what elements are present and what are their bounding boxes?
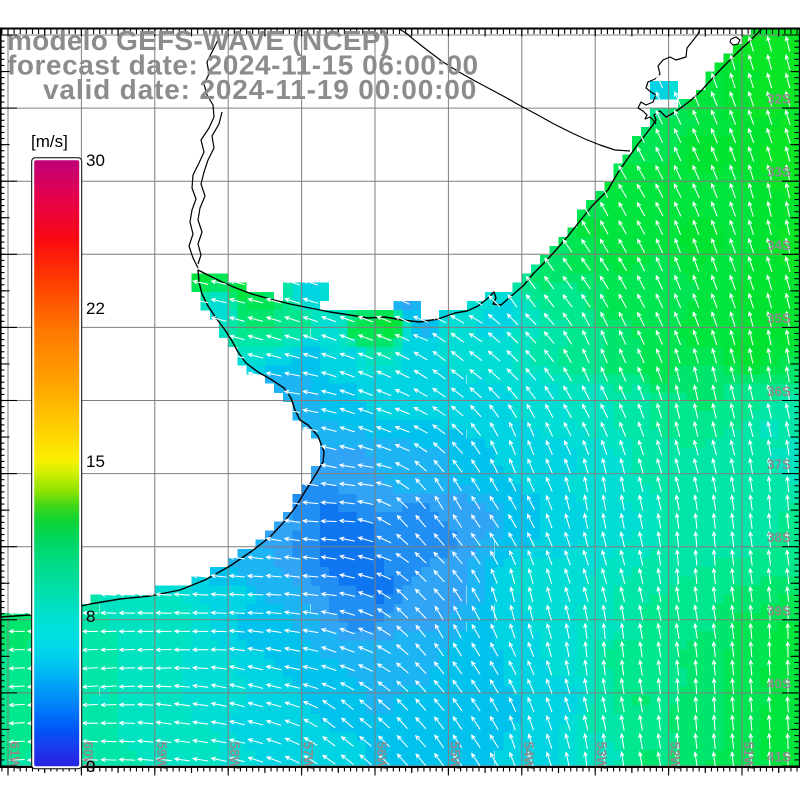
svg-text:61W: 61W bbox=[7, 742, 22, 770]
svg-text:38S: 38S bbox=[767, 530, 791, 545]
svg-text:40S: 40S bbox=[767, 676, 791, 691]
svg-text:22: 22 bbox=[86, 299, 105, 318]
svg-text:valid date: 2024-11-19 00:00:0: valid date: 2024-11-19 00:00:00 bbox=[43, 74, 477, 105]
svg-text:54W: 54W bbox=[521, 742, 536, 770]
svg-text:30: 30 bbox=[86, 151, 105, 170]
svg-text:41S: 41S bbox=[767, 750, 791, 765]
svg-text:0: 0 bbox=[86, 757, 95, 776]
svg-text:15: 15 bbox=[86, 452, 105, 471]
svg-text:[m/s]: [m/s] bbox=[31, 132, 68, 151]
svg-text:59W: 59W bbox=[154, 742, 169, 770]
svg-text:37S: 37S bbox=[767, 457, 791, 472]
svg-text:57W: 57W bbox=[301, 742, 316, 770]
svg-text:55W: 55W bbox=[447, 742, 462, 770]
svg-text:60W: 60W bbox=[80, 742, 95, 770]
svg-text:forecast date: 2024-11-15 06:0: forecast date: 2024-11-15 06:00:00 bbox=[7, 50, 479, 81]
svg-text:modelo GEFS-WAVE (NCEP): modelo GEFS-WAVE (NCEP) bbox=[7, 25, 390, 56]
svg-text:53W: 53W bbox=[594, 742, 609, 770]
svg-text:51W: 51W bbox=[741, 742, 756, 770]
svg-text:36S: 36S bbox=[767, 384, 791, 399]
svg-text:32S: 32S bbox=[767, 92, 791, 107]
svg-text:33S: 33S bbox=[767, 165, 791, 180]
svg-text:35S: 35S bbox=[767, 311, 791, 326]
svg-text:52W: 52W bbox=[668, 742, 683, 770]
svg-text:58W: 58W bbox=[227, 742, 242, 770]
svg-text:8: 8 bbox=[86, 607, 95, 626]
svg-text:56W: 56W bbox=[374, 742, 389, 770]
svg-text:34S: 34S bbox=[767, 238, 791, 253]
svg-text:39S: 39S bbox=[767, 603, 791, 618]
